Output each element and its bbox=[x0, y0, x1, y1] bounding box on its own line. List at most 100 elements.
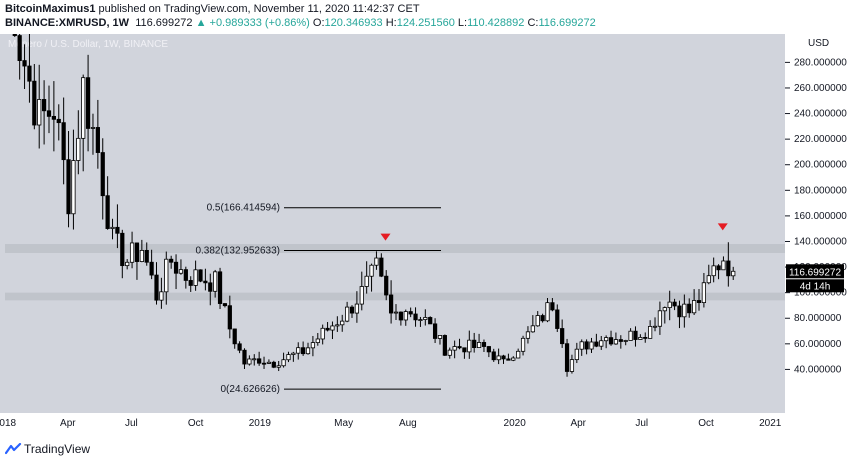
candle-body bbox=[604, 337, 609, 342]
candle bbox=[476, 333, 482, 349]
candle-body bbox=[169, 258, 174, 263]
candle-body bbox=[496, 355, 501, 361]
candle bbox=[540, 313, 545, 323]
candle-body bbox=[643, 337, 648, 339]
fib-label: 0.382(132.952633) bbox=[195, 245, 280, 256]
candle-body bbox=[633, 330, 638, 340]
candle bbox=[286, 351, 291, 363]
candle bbox=[183, 266, 188, 289]
candle-body bbox=[257, 358, 262, 364]
candle-body bbox=[457, 346, 462, 349]
candle-body bbox=[149, 261, 154, 276]
x-tick-label: Oct bbox=[698, 418, 714, 429]
fib-label: 0.5(166.414594) bbox=[207, 203, 280, 214]
candle-body bbox=[545, 302, 550, 322]
candle bbox=[169, 255, 174, 269]
candle bbox=[208, 273, 213, 306]
candle bbox=[301, 341, 306, 356]
candle-body bbox=[560, 328, 565, 345]
candle-body bbox=[203, 280, 208, 284]
candle bbox=[648, 320, 653, 339]
candle bbox=[687, 298, 692, 318]
high-value: 124.251560 bbox=[396, 17, 455, 29]
candle bbox=[638, 334, 643, 340]
candle bbox=[51, 81, 56, 152]
candle bbox=[692, 289, 697, 315]
candle-body bbox=[144, 249, 149, 263]
tradingview-logo-icon[interactable] bbox=[5, 443, 22, 455]
y-tick-label: 180.000000 bbox=[794, 185, 847, 196]
candle bbox=[701, 272, 707, 308]
candle bbox=[452, 340, 457, 359]
candle-body bbox=[369, 264, 374, 277]
candle bbox=[335, 316, 340, 332]
candle bbox=[247, 355, 252, 366]
y-tick-label: 40.000000 bbox=[794, 364, 842, 375]
candle-body bbox=[276, 365, 281, 368]
candle bbox=[144, 242, 149, 266]
plot-area[interactable] bbox=[0, 34, 785, 413]
candle bbox=[100, 138, 105, 220]
candle bbox=[608, 330, 614, 346]
current-price-label: 116.699272 bbox=[789, 267, 842, 278]
price-axis[interactable] bbox=[785, 34, 850, 413]
candle bbox=[276, 360, 281, 372]
time-axis[interactable] bbox=[0, 413, 785, 438]
candle-body bbox=[706, 275, 711, 284]
candle-body bbox=[506, 358, 511, 361]
low-value: 110.428892 bbox=[467, 17, 525, 29]
candle bbox=[408, 307, 413, 318]
candle bbox=[349, 305, 355, 318]
fib-retracement[interactable]: 1(308.202562)0.5(166.414594)0.382(132.95… bbox=[195, 34, 441, 395]
candle-body bbox=[701, 282, 707, 304]
candle-body bbox=[27, 65, 32, 82]
candle bbox=[222, 303, 228, 308]
candle bbox=[105, 176, 110, 230]
candle bbox=[71, 129, 76, 230]
candle-body bbox=[408, 311, 413, 315]
candle bbox=[564, 338, 570, 377]
candle bbox=[618, 335, 623, 349]
candle-body bbox=[530, 325, 535, 333]
tradingview-brand[interactable]: TradingView bbox=[24, 442, 91, 456]
candle bbox=[432, 318, 438, 343]
x-tick-label: 2020 bbox=[504, 418, 527, 429]
candle-body bbox=[662, 307, 667, 312]
candle bbox=[354, 291, 360, 323]
candle bbox=[506, 353, 511, 361]
candle-body bbox=[345, 306, 350, 322]
candle bbox=[310, 335, 316, 357]
candle-body bbox=[403, 311, 408, 321]
candle-body bbox=[628, 330, 633, 341]
candle bbox=[46, 85, 52, 134]
candle-body bbox=[71, 160, 76, 215]
candle bbox=[403, 309, 408, 326]
candle-body bbox=[188, 280, 193, 286]
y-tick-label: 260.000000 bbox=[794, 83, 847, 94]
candle bbox=[501, 354, 506, 364]
candle bbox=[32, 64, 37, 130]
candle-body bbox=[491, 351, 496, 361]
candle bbox=[66, 131, 71, 228]
candle bbox=[667, 290, 672, 321]
candle-body bbox=[413, 313, 418, 321]
resistance-zone bbox=[5, 244, 785, 253]
x-tick-label: 2018 bbox=[0, 418, 17, 429]
candle bbox=[516, 348, 521, 359]
price-chart[interactable]: Monero / U.S. Dollar, 1W, BINANCE 1(308.… bbox=[0, 34, 850, 438]
x-tick-label: Apr bbox=[60, 418, 76, 429]
candle-body bbox=[418, 319, 423, 321]
candle-body bbox=[428, 317, 433, 325]
candle bbox=[281, 352, 286, 368]
candle bbox=[457, 338, 462, 350]
candle-body bbox=[296, 347, 301, 354]
candle bbox=[525, 326, 531, 344]
author-name[interactable]: BitcoinMaximus1 bbox=[5, 3, 96, 15]
candle-body bbox=[12, 34, 17, 36]
candle bbox=[677, 300, 682, 329]
candle-body bbox=[623, 340, 628, 342]
candle-body bbox=[208, 282, 213, 292]
candle-body bbox=[599, 340, 604, 347]
candle bbox=[731, 266, 736, 280]
candle bbox=[315, 333, 320, 346]
